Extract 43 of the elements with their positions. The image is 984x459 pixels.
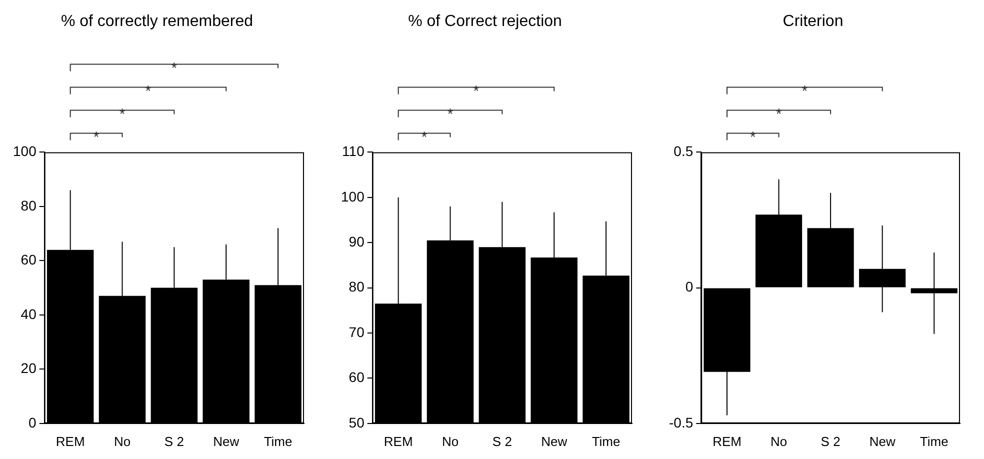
y-tick-label: 110 <box>342 143 365 160</box>
x-tick-label: Time <box>592 434 620 449</box>
x-tick-label: New <box>541 434 568 449</box>
text: * <box>421 128 428 146</box>
text: * <box>93 128 100 146</box>
y-tick-label: 0.5 <box>674 143 694 160</box>
y-tick-label: 90 <box>348 233 365 250</box>
x-tick-label: No <box>442 434 459 449</box>
x-tick-label: New <box>869 434 896 449</box>
x-tick-label: REM <box>384 434 413 449</box>
y-tick-label: -0.5 <box>669 414 694 430</box>
y-tick-label: 80 <box>20 197 37 214</box>
y-tick-label: 80 <box>348 278 365 295</box>
text: * <box>145 82 152 100</box>
y-tick-label: 100 <box>341 188 365 204</box>
x-tick-label: No <box>114 434 131 449</box>
y-tick-label: 20 <box>20 360 37 376</box>
x-tick-label: REM <box>56 434 85 449</box>
y-tick-label: 0 <box>685 278 694 295</box>
chart-title: Criterion <box>782 13 844 30</box>
y-tick-label: 100 <box>13 143 37 160</box>
chart-title: % of Correct rejection <box>408 13 562 30</box>
text: * <box>473 82 480 100</box>
chart-title: % of correctly remembered <box>60 13 254 30</box>
text: * <box>171 60 178 77</box>
x-tick-label: Time <box>264 434 292 449</box>
y-tick-label: 40 <box>20 306 37 322</box>
y-tick-label: 50 <box>348 414 365 430</box>
x-tick-label: S 2 <box>820 434 840 449</box>
text: * <box>119 106 126 123</box>
text: * <box>802 82 808 100</box>
x-tick-label: S 2 <box>164 434 184 449</box>
y-tick-label: 60 <box>20 252 37 268</box>
y-tick-label: 70 <box>348 324 365 340</box>
x-tick-label: S 2 <box>492 434 512 449</box>
text: * <box>447 106 454 123</box>
y-tick-label: 60 <box>348 369 365 386</box>
y-tick-label: 0 <box>28 414 37 430</box>
x-tick-label: No <box>770 434 788 449</box>
x-tick-label: Time <box>920 434 948 449</box>
x-tick-label: REM <box>712 434 742 449</box>
x-tick-label: New <box>213 434 240 449</box>
text: * <box>776 106 782 123</box>
